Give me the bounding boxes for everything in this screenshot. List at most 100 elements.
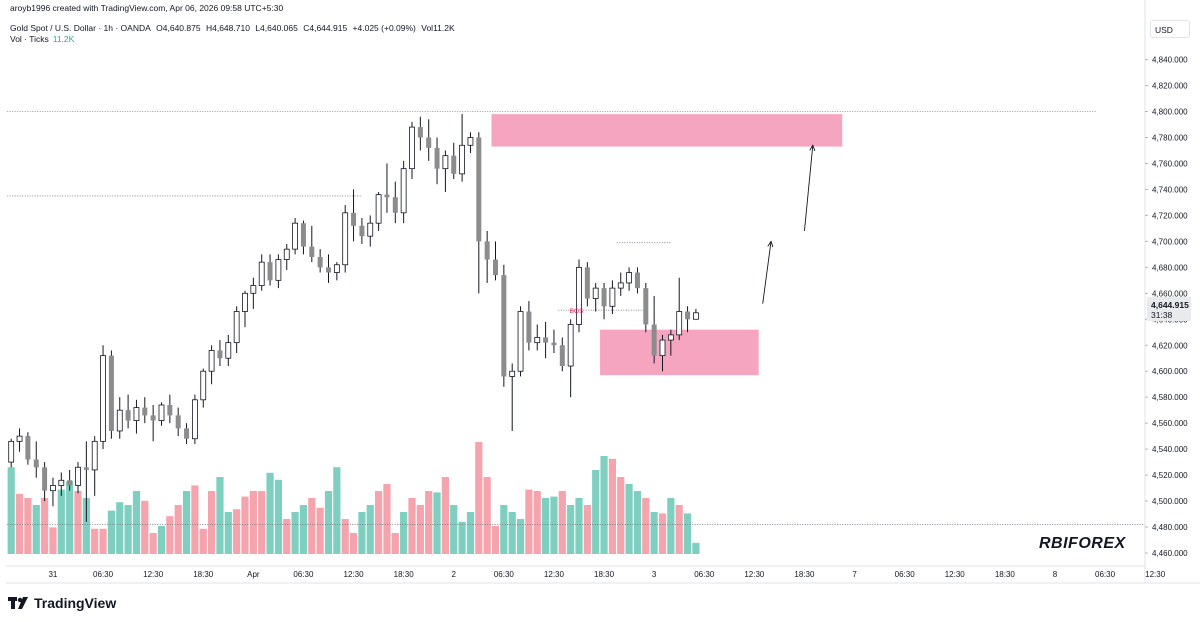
volume-bar (24, 498, 32, 554)
candle-body (392, 197, 398, 213)
volume-bar (558, 491, 566, 554)
candle-body (426, 137, 432, 148)
price-tick-label: 4,560.000 (1152, 419, 1188, 428)
candle-body (409, 126, 415, 170)
volume-bar (107, 510, 115, 554)
volume-bar (475, 442, 483, 554)
candle-body (693, 312, 699, 320)
volume-indicator-value: 11.2K (52, 34, 75, 44)
candle-body (300, 223, 306, 247)
currency-button[interactable]: USD (1150, 20, 1190, 38)
volume-bar (258, 491, 266, 554)
candle-body (91, 440, 98, 471)
volume-bar (441, 477, 449, 554)
candle-body (275, 259, 282, 281)
candle-body (75, 466, 81, 486)
volume-bar (241, 496, 249, 554)
volume-bar (266, 472, 274, 554)
volume-bar (516, 519, 525, 554)
supply-demand-zones (491, 114, 843, 376)
candle-body (250, 285, 257, 294)
volume-indicator-label[interactable]: Vol · Ticks (10, 34, 49, 44)
volume-bar (274, 479, 282, 554)
candle-body (517, 311, 524, 372)
volume-bar (458, 521, 466, 554)
candle-body (326, 267, 331, 273)
candle-body (609, 287, 616, 307)
volume-bar (575, 498, 583, 554)
volume-bar (216, 477, 224, 554)
candle-body (342, 212, 349, 266)
volume-bar (550, 496, 558, 554)
volume-bar (91, 528, 99, 554)
candle-body (459, 144, 466, 175)
candle-body (442, 155, 449, 170)
candlesticks (8, 114, 699, 522)
time-tick-label: 31 (48, 570, 57, 579)
volume-bar (82, 498, 90, 554)
candle-body (267, 262, 273, 281)
volume-bar (525, 489, 533, 554)
candle-body (526, 311, 532, 343)
candle-body (184, 428, 190, 439)
attribution-text: aroyb1996 created with TradingView.com, … (10, 3, 284, 13)
watermark-text: RBIFOREX (1039, 535, 1126, 552)
volume-bar (132, 491, 141, 554)
last-price-value: 4,644.915 (1151, 300, 1189, 310)
candle-body (601, 288, 607, 307)
candle-body (592, 287, 599, 299)
candle-body (158, 404, 165, 421)
candle-body (451, 155, 457, 174)
volume-bar (542, 498, 550, 554)
candle-body (108, 355, 114, 431)
volume-bar (349, 533, 358, 554)
time-tick-label: 2 (452, 570, 457, 579)
time-tick-label: 12:30 (544, 570, 565, 579)
open-value: O4,640.875 (156, 23, 201, 33)
candle-body (559, 345, 565, 367)
volume-bar (600, 456, 608, 554)
volume-bar (15, 493, 24, 554)
volume-bar (408, 498, 416, 554)
candle-body (292, 222, 299, 250)
price-tick-label: 4,660.000 (1152, 289, 1188, 298)
price-tick-label: 4,540.000 (1152, 445, 1188, 454)
price-tick-label: 4,600.000 (1152, 367, 1188, 376)
price-tick-label: 4,700.000 (1152, 237, 1188, 246)
volume-bar (157, 526, 166, 554)
price-tick-label: 4,500.000 (1152, 497, 1188, 506)
candle-body (400, 168, 407, 214)
price-tick-label: 4,740.000 (1152, 185, 1188, 194)
volume-bar (141, 500, 149, 554)
volume-bar (466, 512, 475, 554)
brand-logo[interactable]: TradingView (8, 594, 116, 612)
time-tick-label: 18:30 (995, 570, 1016, 579)
volume-bar (341, 519, 349, 554)
volume-bar (174, 505, 182, 554)
volume-bar (41, 498, 49, 554)
candle-body (417, 127, 423, 138)
candle-body (567, 324, 574, 367)
candle-body (217, 350, 223, 359)
volume-bar (483, 477, 491, 554)
candle-body (676, 311, 683, 336)
time-tick-label: 06:30 (895, 570, 916, 579)
candle-body (509, 370, 516, 377)
symbol-label[interactable]: Gold Spot / U.S. Dollar · 1h · OANDA (10, 23, 151, 33)
candle-body (33, 459, 39, 468)
candle-body (191, 399, 198, 440)
candle-body (551, 342, 557, 346)
volume-bar (57, 489, 65, 554)
candle-body (283, 248, 290, 260)
zone-box (491, 114, 843, 147)
candle-body (359, 225, 365, 237)
price-tick-label: 4,720.000 (1152, 211, 1188, 220)
annotations: BOS (570, 144, 816, 315)
volume-bar (416, 505, 424, 554)
volume-bar (233, 509, 241, 554)
volume-bar (692, 542, 700, 554)
volume-bar (508, 512, 516, 554)
candle-body (351, 212, 357, 226)
volume-bar (49, 527, 57, 554)
